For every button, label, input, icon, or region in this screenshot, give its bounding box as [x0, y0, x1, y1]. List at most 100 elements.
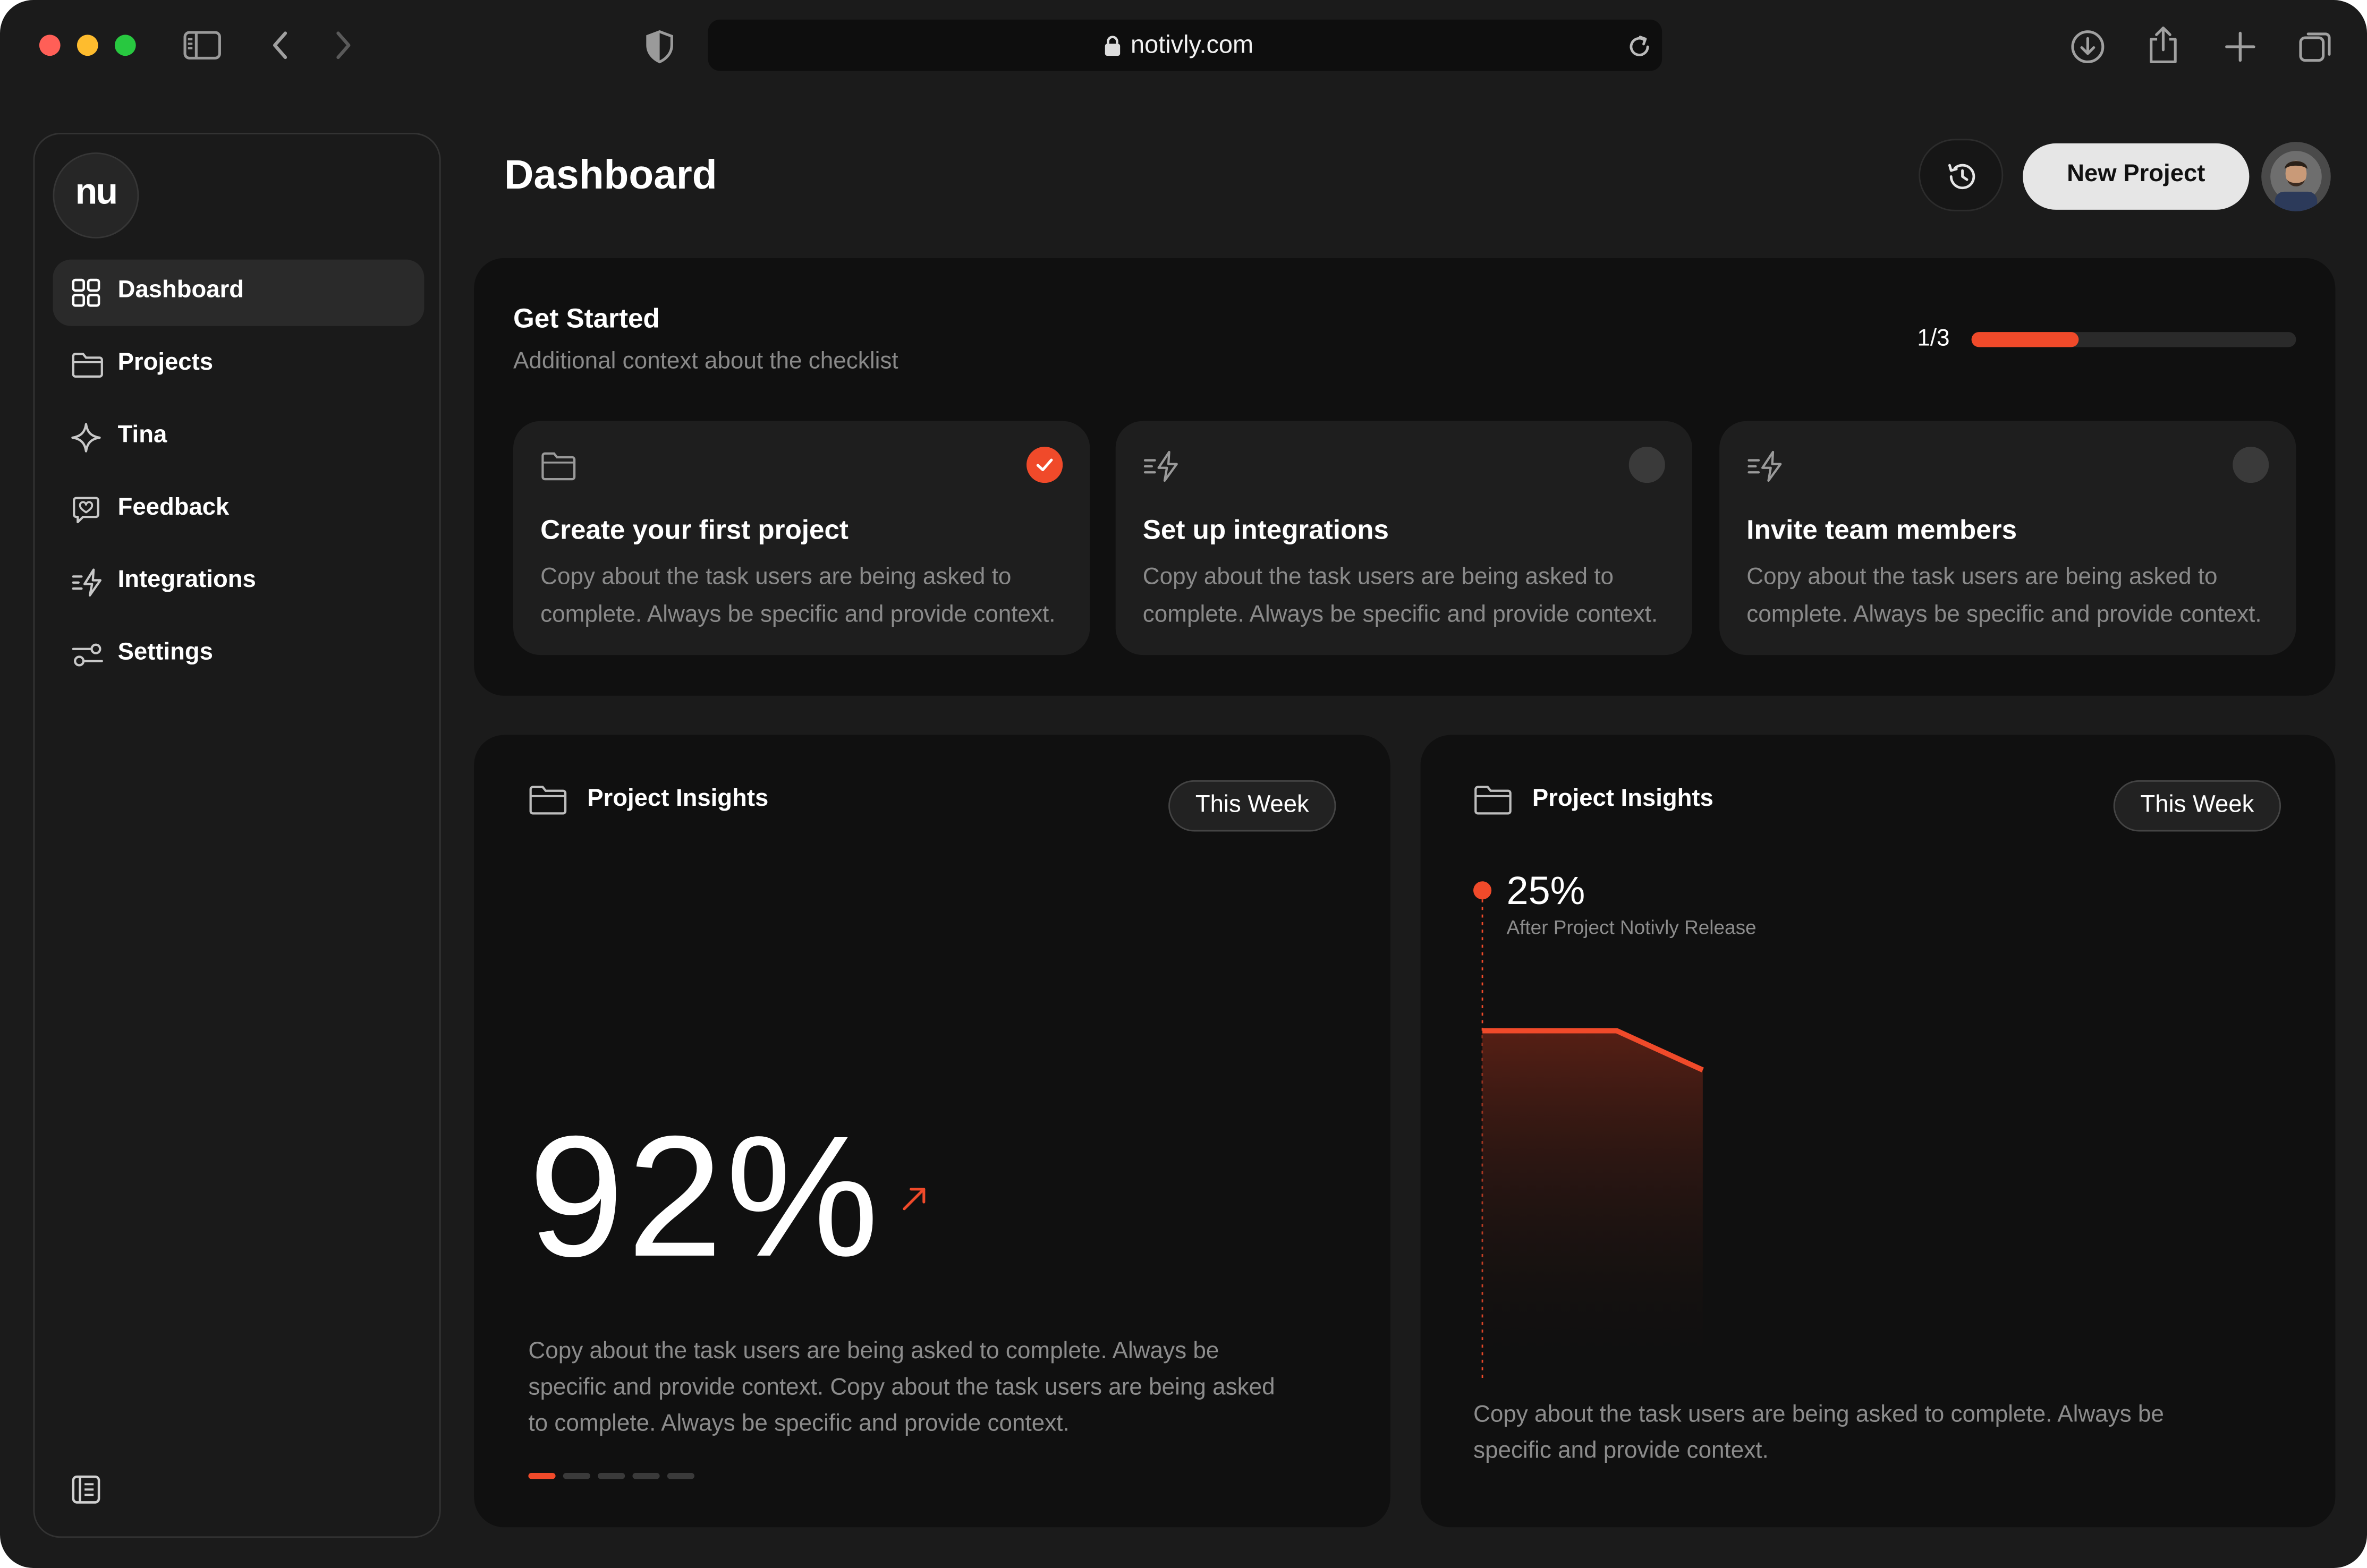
history-button[interactable]: [1919, 139, 2004, 211]
integrations-icon: [72, 568, 102, 596]
card-title: Create your first project: [540, 514, 849, 545]
sidebar-item-label: Settings: [117, 640, 213, 666]
pagination-dot[interactable]: [667, 1473, 694, 1479]
insights-description: Copy about the task users are being aske…: [1473, 1397, 2164, 1470]
sidebar-item-label: Tina: [117, 422, 167, 448]
app-logo[interactable]: nu: [53, 152, 139, 238]
pagination: [528, 1473, 709, 1480]
sidebar-item-label: Dashboard: [117, 277, 244, 304]
marker-label: After Project Notivly Release: [1506, 916, 1757, 939]
folder-icon: [1474, 786, 1512, 815]
minimize-window-button[interactable]: [77, 35, 98, 56]
checklist-card-create-project[interactable]: Create your first project Copy about the…: [513, 421, 1090, 655]
checklist-card-integrations[interactable]: Set up integrations Copy about the task …: [1115, 421, 1692, 655]
insights-title: Project Insights: [1532, 786, 1713, 812]
pagination-dot[interactable]: [563, 1473, 590, 1479]
checklist-card-invite-team[interactable]: Invite team members Copy about the task …: [1719, 421, 2296, 655]
back-icon[interactable]: [267, 29, 294, 62]
reload-icon[interactable]: [1626, 33, 1653, 61]
card-description: Copy about the task users are being aske…: [1746, 558, 2278, 634]
description-line: to complete. Always be specific and prov…: [528, 1411, 1070, 1437]
card-title: Invite team members: [1746, 514, 2017, 545]
avatar[interactable]: [2261, 142, 2331, 211]
feedback-icon: [73, 497, 99, 524]
description-line: specific and provide context. Copy about…: [528, 1375, 1275, 1401]
user-avatar-icon: [2261, 142, 2331, 211]
description-line: Copy about the task users are being aske…: [528, 1339, 1219, 1365]
history-icon: [1948, 164, 1975, 190]
collapse-sidebar-icon[interactable]: [71, 1475, 101, 1505]
description-line: specific and provide context.: [1473, 1438, 1769, 1464]
sidebar-item-label: Projects: [117, 350, 214, 376]
integrations-icon: [1143, 450, 1178, 482]
new-project-button[interactable]: New Project: [2023, 143, 2250, 210]
insights-title: Project Insights: [587, 786, 769, 812]
sparkle-icon: [71, 423, 101, 453]
folder-icon: [72, 353, 103, 378]
get-started-title: Get Started: [513, 303, 660, 334]
card-description-line: Copy about the task users are being aske…: [1746, 564, 2218, 590]
card-description-line: complete. Always be specific and provide…: [1142, 602, 1658, 628]
grid-icon: [72, 278, 100, 307]
forward-icon[interactable]: [329, 29, 356, 62]
card-description: Copy about the task users are being aske…: [540, 558, 1072, 634]
sidebar-item-label: Feedback: [117, 495, 230, 521]
card-description-line: complete. Always be specific and provide…: [540, 602, 1056, 628]
insights-panel-right: Project Insights This Week 25% After Pro…: [1420, 735, 2336, 1528]
sidebar: nu Dashboard Projects Tina: [33, 133, 441, 1538]
marker-value: 25%: [1506, 867, 1585, 913]
sidebar-item-feedback[interactable]: Feedback: [53, 477, 424, 543]
shield-icon[interactable]: [644, 29, 675, 65]
insights-panel-left: Project Insights This Week 92% Copy abou…: [474, 735, 1390, 1528]
sidebar-item-settings[interactable]: Settings: [53, 622, 424, 688]
sidebar-item-label: Integrations: [117, 567, 256, 593]
sidebar-item-projects[interactable]: Projects: [53, 332, 424, 398]
settings-icon: [72, 643, 103, 667]
progress-fill: [1971, 332, 2079, 347]
logo-text: nu: [75, 172, 118, 213]
integrations-icon: [1747, 450, 1782, 482]
progress-track: [1971, 332, 2296, 347]
sidebar-item-integrations[interactable]: Integrations: [53, 549, 424, 616]
address-bar[interactable]: notivly.com: [708, 19, 1662, 71]
card-description-line: complete. Always be specific and provide…: [1746, 602, 2262, 628]
card-description-line: Copy about the task users are being aske…: [1142, 564, 1614, 590]
card-description-line: Copy about the task users are being aske…: [540, 564, 1012, 590]
new-tab-icon[interactable]: [2224, 30, 2257, 64]
period-selector[interactable]: This Week: [2113, 780, 2281, 832]
unchecked-icon[interactable]: [2233, 446, 2269, 483]
insights-area-chart: [1473, 881, 1704, 1378]
unchecked-icon[interactable]: [1628, 446, 1665, 483]
maximize-window-button[interactable]: [114, 35, 136, 56]
pagination-dot[interactable]: [598, 1473, 625, 1479]
checked-icon[interactable]: [1026, 446, 1063, 483]
period-selector[interactable]: This Week: [1168, 780, 1336, 832]
sidebar-item-dashboard[interactable]: Dashboard: [53, 259, 425, 326]
chart-area: [1482, 1030, 1703, 1378]
insights-big-value: 92%: [528, 1102, 882, 1293]
pagination-dot[interactable]: [632, 1473, 660, 1479]
close-window-button[interactable]: [39, 35, 61, 56]
description-line: Copy about the task users are being aske…: [1473, 1402, 2164, 1428]
chart-line: [1482, 1028, 1704, 1072]
sidebar-item-tina[interactable]: Tina: [53, 404, 424, 471]
tabs-overview-icon[interactable]: [2297, 29, 2334, 65]
share-icon[interactable]: [2147, 24, 2180, 66]
period-label: This Week: [1195, 792, 1309, 818]
sidebar-toggle-icon[interactable]: [183, 30, 222, 61]
page-title: Dashboard: [504, 152, 717, 198]
card-title: Set up integrations: [1142, 514, 1389, 545]
insights-description: Copy about the task users are being aske…: [528, 1334, 1275, 1443]
trend-up-arrow-icon: [903, 1188, 926, 1211]
card-description: Copy about the task users are being aske…: [1143, 558, 1674, 634]
url-text: notivly.com: [1131, 31, 1254, 59]
get-started-panel: Get Started Additional context about the…: [474, 258, 2336, 696]
new-project-label: New Project: [2067, 161, 2205, 188]
period-label: This Week: [2140, 792, 2254, 818]
folder-icon: [541, 452, 576, 481]
download-icon[interactable]: [2069, 29, 2106, 65]
pagination-dot[interactable]: [528, 1473, 556, 1479]
chart-marker-dot: [1473, 881, 1492, 900]
folder-icon: [529, 786, 567, 815]
get-started-subtitle: Additional context about the checklist: [513, 348, 898, 374]
